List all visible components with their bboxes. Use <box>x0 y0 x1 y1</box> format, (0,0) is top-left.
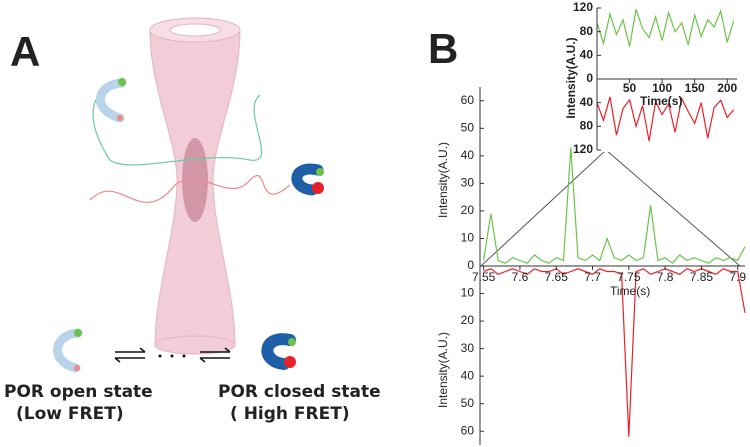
x-tick-label: 7.65 <box>545 270 569 284</box>
y-axis-title: Intensity(A.U.) <box>564 37 578 118</box>
y-tick-label: 10 <box>461 286 475 300</box>
y-tick-label: 30 <box>461 176 475 190</box>
y-tick-label: 120 <box>573 0 593 14</box>
state-label: POR closed state <box>218 382 381 402</box>
chart-background <box>572 0 750 152</box>
x-tick-label: 7.7 <box>584 270 601 284</box>
y-tick-label: 50 <box>461 120 475 134</box>
panel-a-diagram: A POR open state (Low FRET) POR closed s… <box>4 17 381 424</box>
y-tick-label: 40 <box>580 95 594 109</box>
beam-bottom <box>154 335 236 355</box>
x-tick-label: 150 <box>685 81 705 95</box>
acceptor-dye <box>117 115 123 121</box>
chart: 60 50 40 30 20 10 0 10 20 30 40 50 60 7.55 7.6 7.65 7.7 7… <box>436 87 746 445</box>
state-label: ( High FRET) <box>230 404 350 424</box>
beam-top-inner <box>169 23 221 37</box>
y-tick-label: 80 <box>580 119 594 133</box>
closed-molecule <box>261 333 296 370</box>
x-tick-label: 200 <box>717 81 737 95</box>
x-tick-label: 7.8 <box>657 270 674 284</box>
x-tick-label: 7.75 <box>617 270 641 284</box>
red-trajectory <box>89 174 291 203</box>
y-tick-label: 40 <box>461 148 475 162</box>
y-axis-title: Intensity(A.U.) <box>436 332 450 408</box>
y-tick-label: 10 <box>461 231 475 245</box>
green-trajectory <box>92 79 263 166</box>
y-tick-label: 60 <box>461 93 475 107</box>
x-axis-title: Time(s) <box>640 94 682 108</box>
y-tick-label: 0 <box>586 71 593 85</box>
x-tick-label: 7.85 <box>690 270 714 284</box>
donor-dye <box>316 168 324 176</box>
y-axis-title: Intensity(A.U.) <box>436 142 450 218</box>
trace <box>483 147 746 265</box>
state-label: (Low FRET) <box>16 404 124 424</box>
y-tick-label: 60 <box>461 423 475 437</box>
zoom-lines <box>480 149 741 267</box>
open-molecule <box>53 328 83 373</box>
y-tick-label: 50 <box>461 396 475 410</box>
y-tick-label: 40 <box>580 48 594 62</box>
closed-molecule <box>291 163 324 196</box>
x-tick-label: 7.55 <box>472 270 496 284</box>
x-tick-label: 7.9 <box>729 270 746 284</box>
x-tick-label: 50 <box>623 81 637 95</box>
y-tick-label: 0 <box>467 258 474 272</box>
equilibrium-arrows <box>114 347 231 363</box>
state-label: POR open state <box>4 382 153 402</box>
y-tick-label: 40 <box>461 368 475 382</box>
y-tick-label: 80 <box>580 24 594 38</box>
trace <box>596 8 735 47</box>
y-tick-label: 20 <box>461 313 475 327</box>
acceptor-dye <box>284 356 296 368</box>
donor-dye <box>74 329 82 337</box>
dots <box>158 354 186 358</box>
open-molecule <box>95 78 127 123</box>
chart: 120 80 40 0 40 80 120 50 100 150 200 Time(s) Intensi… <box>564 0 750 156</box>
panel-label: A <box>10 28 40 75</box>
y-tick-label: 20 <box>461 203 475 217</box>
x-axis-title: Time(s) <box>610 284 650 298</box>
donor-dye <box>288 338 296 346</box>
donor-dye <box>118 78 126 86</box>
trace <box>596 96 735 142</box>
acceptor-dye <box>74 365 80 371</box>
x-tick-label: 100 <box>652 81 672 95</box>
y-tick-label: 120 <box>573 142 593 156</box>
acceptor-dye <box>312 182 324 194</box>
panel-label: B <box>428 25 458 72</box>
x-tick-label: 7.6 <box>512 270 529 284</box>
y-tick-label: 30 <box>461 341 475 355</box>
